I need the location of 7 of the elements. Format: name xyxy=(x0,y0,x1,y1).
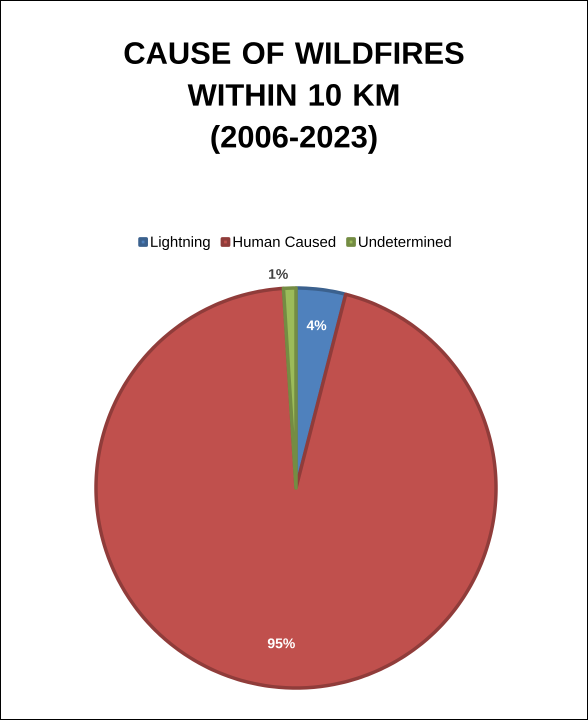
data-label: 4% xyxy=(306,320,326,330)
legend-label: Human Caused xyxy=(234,236,336,248)
chart-title: CAUSE OF WILDFIRES WITHIN 10 KM (2006-2023) xyxy=(124,42,464,154)
data-label: 95% xyxy=(268,638,295,648)
data-label: 1% xyxy=(268,269,288,279)
legend-label: Undetermined xyxy=(359,236,451,248)
legend-label: Lightning xyxy=(151,236,210,250)
